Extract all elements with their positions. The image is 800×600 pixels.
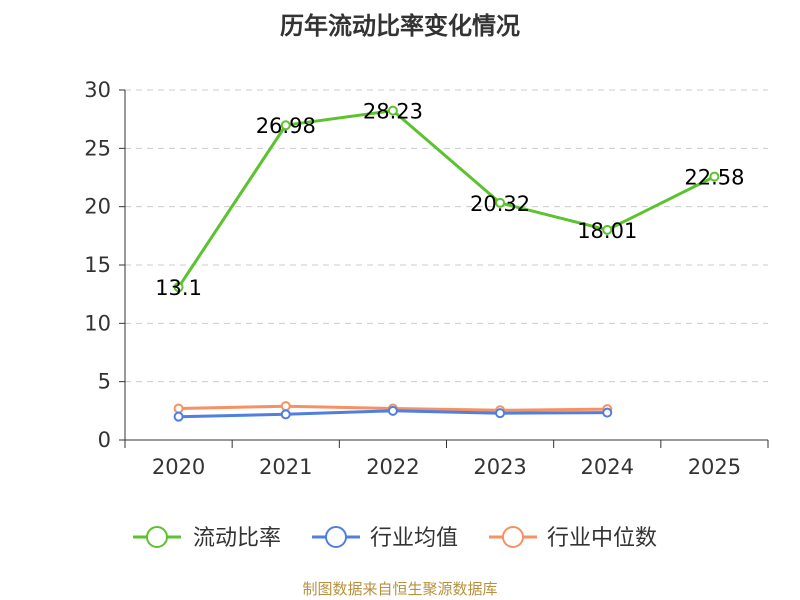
data-point-行业中位数-2021[interactable] xyxy=(280,401,291,412)
legend[interactable]: 流动比率 行业均值 行业中位数 xyxy=(133,526,657,551)
data-label-2024: 18.01 xyxy=(577,219,637,243)
x-tick-label-2025: 2025 xyxy=(688,455,741,479)
legend-marker xyxy=(325,526,347,548)
y-tick-label: 0 xyxy=(98,428,111,452)
x-tick-label-2022: 2022 xyxy=(366,455,419,479)
y-tick-label: 10 xyxy=(84,311,111,335)
data-label-2025: 22.58 xyxy=(684,166,744,190)
x-tick-label-2023: 2023 xyxy=(473,455,526,479)
data-point-流动比率-2023[interactable] xyxy=(495,197,506,208)
data-point-流动比率-2021[interactable] xyxy=(280,120,291,131)
x-tick-label-2021: 2021 xyxy=(259,455,312,479)
y-tick-label: 25 xyxy=(84,136,111,160)
data-point-行业均值-2020[interactable] xyxy=(173,411,184,422)
data-point-流动比率-2024[interactable] xyxy=(602,224,613,235)
data-label-2023: 20.32 xyxy=(470,192,530,216)
y-tick-label: 20 xyxy=(84,195,111,219)
legend-marker xyxy=(502,526,524,548)
x-tick-label-2020: 2020 xyxy=(152,455,205,479)
legend-label: 行业中位数 xyxy=(547,526,657,551)
data-point-行业中位数-2020[interactable] xyxy=(173,403,184,414)
y-tick-label: 15 xyxy=(84,253,111,277)
x-tick-label-2024: 2024 xyxy=(581,455,634,479)
data-labels: 13.1 26.98 28.23 20.32 18.01 22.58 xyxy=(155,100,744,301)
chart-title: 历年流动比率变化情况 xyxy=(280,12,520,40)
legend-marker xyxy=(146,526,168,548)
grid-lines xyxy=(125,89,768,383)
legend-label: 流动比率 xyxy=(193,526,281,551)
legend-item-行业中位数[interactable]: 行业中位数 xyxy=(489,526,657,551)
data-label-2020: 13.1 xyxy=(155,276,202,300)
data-label-2021: 26.98 xyxy=(256,114,316,138)
data-point-行业均值-2024[interactable] xyxy=(602,407,613,418)
data-point-流动比率-2022[interactable] xyxy=(387,105,398,116)
legend-label: 行业均值 xyxy=(370,526,458,551)
data-point-流动比率-2025[interactable] xyxy=(709,171,720,182)
series-lines xyxy=(173,105,720,422)
y-tick-label: 30 xyxy=(84,78,111,102)
series-line-流动比率 xyxy=(177,109,716,289)
legend-item-流动比率[interactable]: 流动比率 xyxy=(133,526,281,551)
y-tick-label: 5 xyxy=(98,370,111,394)
data-label-2022: 28.23 xyxy=(363,100,423,124)
data-point-行业均值-2023[interactable] xyxy=(495,408,506,419)
data-point-行业均值-2021[interactable] xyxy=(280,409,291,420)
data-point-流动比率-2020[interactable] xyxy=(173,282,184,293)
data-source-note: 制图数据来自恒生聚源数据库 xyxy=(302,580,498,598)
legend-item-行业均值[interactable]: 行业均值 xyxy=(312,526,458,551)
data-point-行业均值-2022[interactable] xyxy=(387,405,398,416)
